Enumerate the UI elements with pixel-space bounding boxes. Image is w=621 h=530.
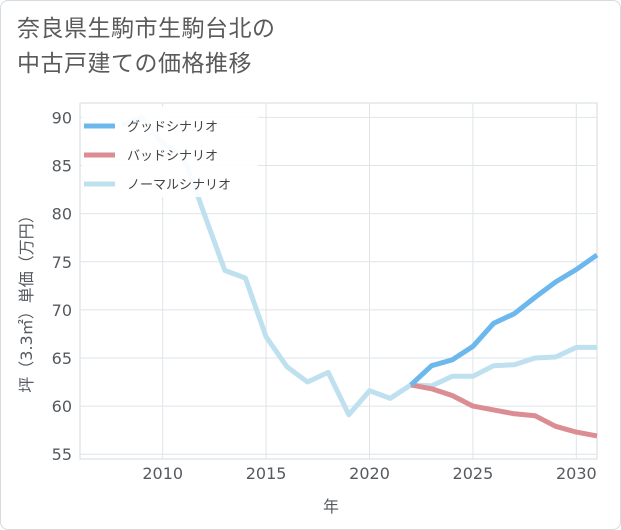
y-tick-label-80: 80 xyxy=(52,205,72,224)
legend-label-1: バッドシナリオ xyxy=(127,149,218,164)
y-axis-title: 坪（3.3㎡）単価（万円） xyxy=(17,207,36,392)
chart-title-line-1: 奈良県生駒市生駒台北の xyxy=(17,16,276,42)
series-line-0 xyxy=(409,252,599,387)
chart-title: 奈良県生駒市生駒台北の 中古戸建ての価格推移 xyxy=(17,12,276,82)
y-tick-label-55: 55 xyxy=(52,445,72,464)
y-tick-label-90: 90 xyxy=(52,108,72,127)
x-tick-label-2020: 2020 xyxy=(349,464,390,483)
series-lines xyxy=(120,114,599,439)
y-tick-label-70: 70 xyxy=(52,301,72,320)
x-tick-label-2025: 2025 xyxy=(453,464,494,483)
chart-title-line-2: 中古戸建ての価格推移 xyxy=(17,51,252,77)
x-axis-title: 年 xyxy=(323,497,339,516)
x-tick-labels: 2010 2015 2020 2025 2030 xyxy=(142,464,596,483)
legend-label-2: ノーマルシナリオ xyxy=(127,178,231,193)
series-line-2 xyxy=(120,114,597,418)
y-tick-label-85: 85 xyxy=(52,157,72,176)
y-tick-label-65: 65 xyxy=(52,349,72,368)
y-tick-label-75: 75 xyxy=(52,253,72,272)
x-tick-label-2010: 2010 xyxy=(142,464,183,483)
series-line-1 xyxy=(410,382,598,439)
x-tick-label-2030: 2030 xyxy=(556,464,597,483)
y-tick-label-60: 60 xyxy=(52,397,72,416)
y-tick-labels: 55 60 65 70 75 80 85 90 xyxy=(52,108,72,464)
legend-label-0: グッドシナリオ xyxy=(127,120,218,135)
x-tick-label-2015: 2015 xyxy=(246,464,287,483)
